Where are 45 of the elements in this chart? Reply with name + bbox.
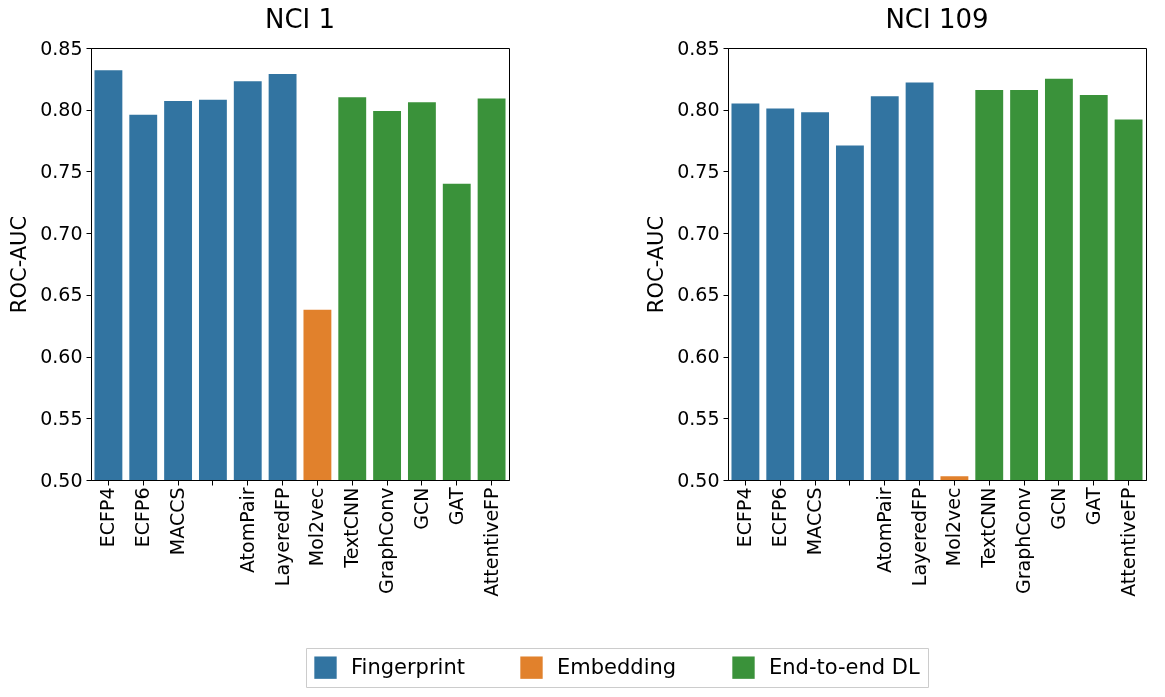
y-tick-label: 0.65 <box>40 283 83 306</box>
y-axis-title: ROC-AUC <box>7 215 32 314</box>
x-tick-label: LayeredFP <box>270 487 293 587</box>
x-tick-label: GAT <box>444 487 467 526</box>
y-tick-label: 0.55 <box>40 406 83 429</box>
x-tick-label: LayeredFP <box>907 487 930 587</box>
x-tick-label: AttentiveFP <box>1116 487 1139 597</box>
x-tick-label: ECFP4 <box>733 487 756 548</box>
y-tick-label: 0.50 <box>677 468 720 491</box>
x-tick-label: TextCNN <box>977 487 1000 569</box>
y-tick-label: 0.80 <box>40 98 83 121</box>
y-tick-label: 0.70 <box>40 221 83 244</box>
x-tick-label: GCN <box>1046 487 1069 530</box>
x-tick-label: MACCS <box>166 487 189 556</box>
y-tick-label: 0.55 <box>677 406 720 429</box>
legend-label: Embedding <box>557 654 677 679</box>
x-tick-label: GraphConv <box>375 487 398 594</box>
chart-title: NCI 1 <box>264 4 336 34</box>
y-tick-label: 0.70 <box>677 221 720 244</box>
x-tick-label: Mol2vec <box>305 487 328 567</box>
x-tick-label: AtomPair <box>872 487 895 574</box>
x-tick-label: GCN <box>409 487 432 530</box>
x-tick-label: GraphConv <box>1012 487 1035 594</box>
legend-label: End-to-end DL <box>769 654 920 679</box>
x-tick-label: AtomPair <box>235 487 258 574</box>
y-tick-label: 0.60 <box>40 345 83 368</box>
x-tick-label: ECFP4 <box>96 487 119 548</box>
y-tick-label: 0.50 <box>40 468 83 491</box>
y-tick-label: 0.75 <box>40 159 83 182</box>
x-tick-label: MACCS <box>803 487 826 556</box>
x-tick-label: GAT <box>1081 487 1104 526</box>
x-tick-label: Mol2vec <box>942 487 965 567</box>
y-tick-label: 0.80 <box>677 98 720 121</box>
x-tick-label: ECFP6 <box>131 487 154 548</box>
y-tick-label: 0.60 <box>677 345 720 368</box>
y-tick-label: 0.85 <box>40 36 83 59</box>
x-tick-label: TextCNN <box>340 487 363 569</box>
y-tick-label: 0.75 <box>677 159 720 182</box>
y-tick-label: 0.65 <box>677 283 720 306</box>
x-tick-label: AttentiveFP <box>479 487 502 597</box>
y-tick-label: 0.85 <box>677 36 720 59</box>
x-tick-label: ECFP6 <box>768 487 791 548</box>
legend-label: Fingerprint <box>351 654 465 679</box>
chart-title: NCI 109 <box>885 4 989 34</box>
y-axis-title: ROC-AUC <box>644 215 669 314</box>
